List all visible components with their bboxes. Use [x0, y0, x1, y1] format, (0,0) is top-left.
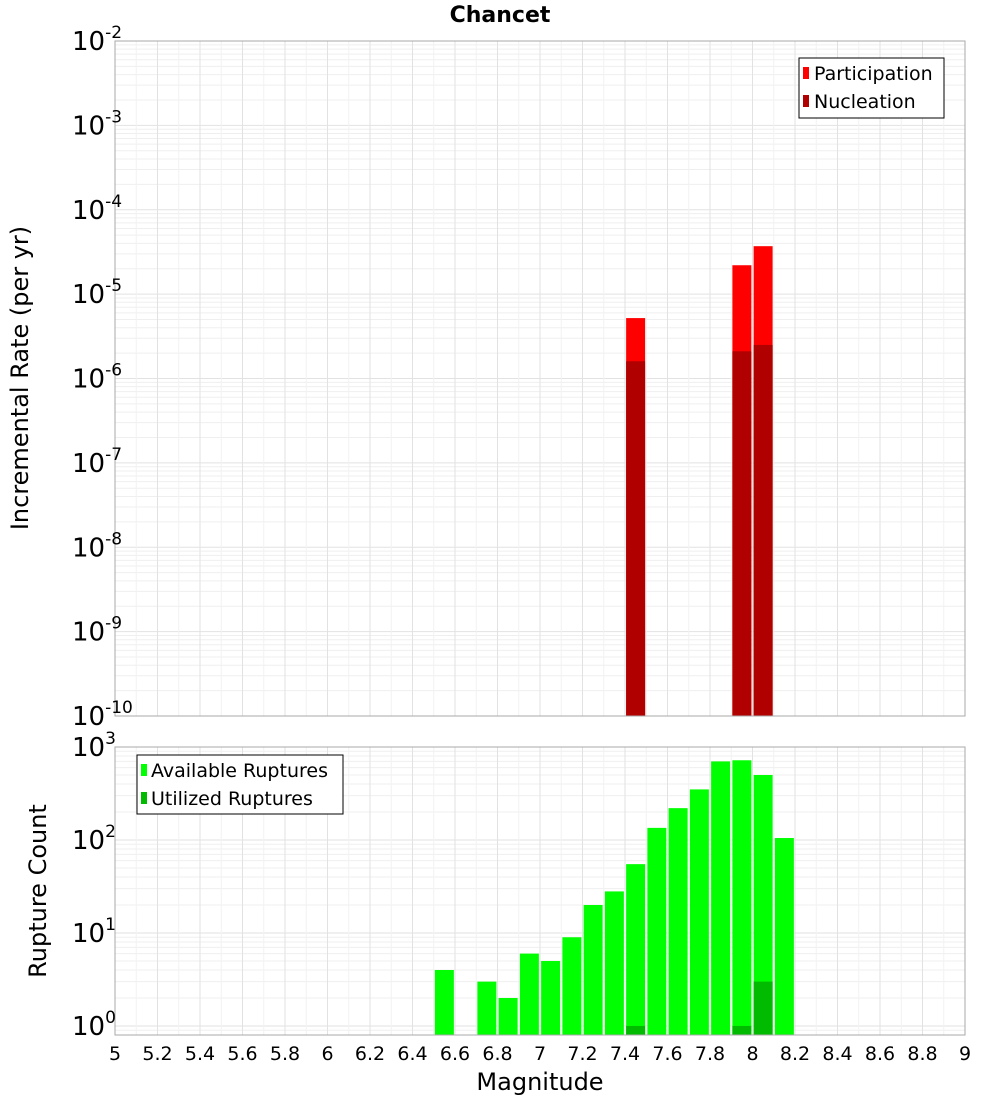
x-tick-label: 8.2: [780, 1043, 810, 1065]
available-ruptures-bar: [626, 864, 646, 1035]
nucleation-bar: [753, 344, 773, 716]
chart-title: Chancet: [450, 3, 551, 28]
x-tick-label: 7.6: [652, 1043, 682, 1065]
count-plot-legend: Available Ruptures Utilized Ruptures: [136, 754, 344, 815]
count-plot-y-ticks: 103 102 101 100: [72, 729, 116, 1042]
x-tick-label: 8.6: [865, 1043, 895, 1065]
x-tick-label: 6.2: [355, 1043, 385, 1065]
count-legend-box: [136, 754, 344, 815]
available-ruptures-bar: [774, 838, 794, 1035]
x-tick-label: 8.4: [822, 1043, 852, 1065]
available-ruptures-bar: [732, 760, 752, 1035]
available-ruptures-bar: [668, 808, 688, 1035]
y-tick-label: 102: [72, 822, 116, 856]
x-tick-label: 7.8: [695, 1043, 725, 1065]
utilized-ruptures-bar: [732, 1025, 752, 1035]
available-ruptures-bar: [519, 953, 539, 1035]
available-ruptures-bar: [477, 981, 497, 1035]
x-axis-label: Magnitude: [476, 1068, 603, 1096]
x-tick-label: 7: [534, 1043, 546, 1065]
y-tick-label: 101: [72, 915, 116, 949]
legend-utilized-swatch: [141, 792, 147, 804]
available-ruptures-bar: [711, 761, 731, 1035]
nucleation-bar: [626, 361, 646, 716]
x-axis-ticks: 5 5.2 5.4 5.6 5.8 6 6.2 6.4 6.6 6.8 7 7.2 7.4 7.6 7.8 8…: [109, 1043, 971, 1065]
available-ruptures-bar: [689, 789, 709, 1035]
y-tick-label: 10-6: [72, 361, 122, 395]
available-ruptures-bar: [541, 960, 561, 1035]
available-ruptures-bar: [498, 997, 518, 1035]
x-tick-label: 6.4: [397, 1043, 427, 1065]
legend-nucleation-swatch: [803, 95, 809, 107]
legend-participation-label: Participation: [814, 63, 933, 85]
x-tick-label: 6: [321, 1043, 333, 1065]
rate-plot-frame: [114, 40, 966, 717]
nucleation-bar: [732, 351, 752, 716]
x-tick-label: 7.2: [567, 1043, 597, 1065]
utilized-ruptures-bar: [626, 1025, 646, 1035]
y-tick-label: 10-9: [72, 614, 122, 648]
rate-plot-legend: Participation Nucleation: [798, 57, 945, 119]
x-tick-label: 9: [959, 1043, 971, 1065]
legend-available-swatch: [141, 764, 147, 776]
legend-nucleation-label: Nucleation: [814, 91, 916, 113]
legend-available-label: Available Ruptures: [151, 760, 328, 782]
rate-legend-box: [798, 57, 945, 119]
count-plot-bars: [434, 760, 794, 1035]
x-tick-label: 6.6: [440, 1043, 470, 1065]
y-tick-label: 10-2: [72, 23, 122, 57]
x-tick-label: 5.2: [142, 1043, 172, 1065]
available-ruptures-bar: [753, 774, 773, 1035]
x-tick-label: 7.4: [610, 1043, 640, 1065]
utilized-ruptures-bar: [753, 981, 773, 1035]
x-tick-label: 8: [746, 1043, 758, 1065]
count-plot-frame: [114, 746, 966, 1036]
y-tick-label: 10-5: [72, 276, 122, 310]
y-tick-label: 10-10: [72, 698, 133, 732]
legend-participation-swatch: [803, 67, 809, 79]
x-tick-label: 6.8: [482, 1043, 512, 1065]
count-plot-y-axis-label: Rupture Count: [24, 804, 52, 978]
y-tick-label: 10-7: [72, 445, 122, 479]
rate-plot-grid: [114, 40, 966, 717]
x-tick-label: 5.4: [185, 1043, 215, 1065]
legend-utilized-label: Utilized Ruptures: [151, 788, 313, 810]
x-tick-label: 5.8: [270, 1043, 300, 1065]
x-tick-label: 8.8: [907, 1043, 937, 1065]
available-ruptures-bar: [647, 827, 667, 1035]
available-ruptures-bar: [562, 937, 582, 1035]
x-tick-label: 5.6: [227, 1043, 257, 1065]
rate-plot-y-axis-label: Incremental Rate (per yr): [6, 226, 34, 530]
available-ruptures-bar: [604, 891, 624, 1035]
available-ruptures-bar: [583, 904, 603, 1035]
y-tick-label: 100: [72, 1008, 116, 1042]
y-tick-label: 10-4: [72, 192, 122, 226]
y-tick-label: 10-3: [72, 107, 122, 141]
rate-plot-bars: [626, 246, 773, 716]
y-tick-label: 103: [72, 729, 116, 763]
x-tick-label: 5: [109, 1043, 121, 1065]
y-tick-label: 10-8: [72, 529, 122, 563]
rate-plot-y-ticks: 10-2 10-3 10-4 10-5 10-6 10-7 10-8 10-9 10-10: [72, 23, 133, 732]
available-ruptures-bar: [434, 969, 454, 1035]
